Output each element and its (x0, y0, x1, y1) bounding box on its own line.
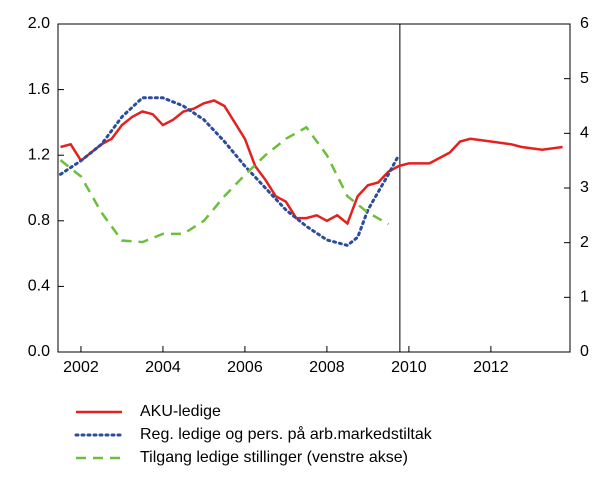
legend-label: AKU-ledige (140, 403, 221, 420)
x-tick-label: 2006 (227, 359, 263, 376)
y-tick-label: 1.2 (28, 146, 50, 163)
x-tick-label: 2010 (391, 359, 427, 376)
series-line (59, 96, 401, 248)
y2-tick-label: 1 (580, 289, 589, 306)
y2-tick-label: 6 (580, 15, 589, 32)
y2-tick-label: 2 (580, 234, 589, 251)
y-tick-label: 1.6 (28, 81, 50, 98)
x-tick-label: 2002 (63, 359, 99, 376)
series-line (59, 125, 390, 244)
x-tick-label: 2012 (473, 359, 509, 376)
x-tick-label: 2004 (145, 359, 181, 376)
y-tick-label: 2.0 (28, 15, 50, 32)
legend-label: Tilgang ledige stillinger (venstre akse) (140, 449, 408, 466)
y2-tick-label: 0 (580, 343, 589, 360)
y2-tick-label: 5 (580, 70, 589, 87)
x-tick-label: 2008 (309, 359, 345, 376)
series-line (60, 99, 563, 226)
legend-label: Reg. ledige og pers. på arb.markedstilta… (140, 425, 433, 443)
plot-frame (57, 23, 571, 353)
y2-tick-label: 4 (580, 125, 589, 142)
y-tick-label: 0.8 (28, 212, 50, 229)
y2-tick-label: 3 (580, 179, 589, 196)
y-tick-label: 0.4 (28, 278, 50, 295)
y-tick-label: 0.0 (28, 343, 50, 360)
